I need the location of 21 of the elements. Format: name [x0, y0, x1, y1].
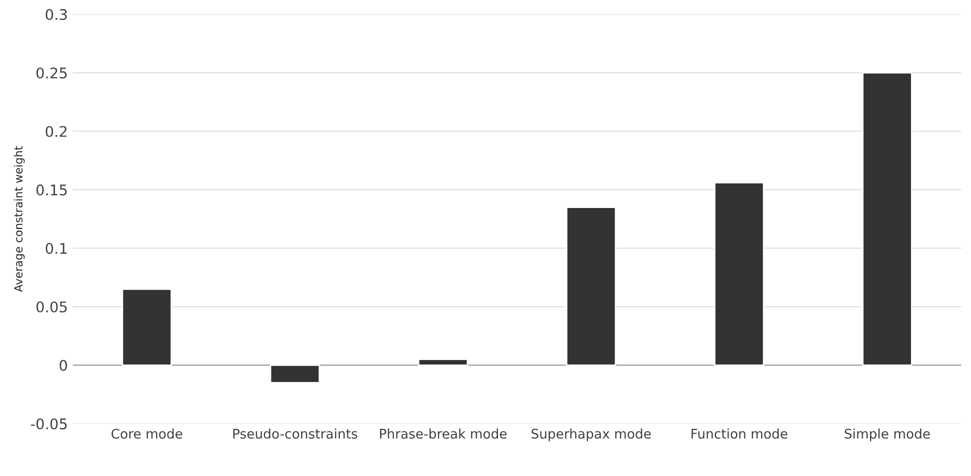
y-tick-label: 0.2 — [46, 126, 67, 137]
bar — [122, 288, 172, 366]
y-tick-label: 0.1 — [46, 242, 67, 254]
y-tick-label: 0.3 — [46, 8, 67, 20]
y-tick-label: 0.05 — [36, 301, 67, 312]
x-tick-label: Pseudo-constraints — [233, 428, 358, 439]
y-tick-label: -0.05 — [30, 418, 67, 430]
x-tick-label: Simple mode — [844, 428, 930, 442]
x-tick-label: Superhapax mode — [532, 428, 651, 442]
bar — [270, 364, 320, 384]
x-tick-label: Function mode — [692, 428, 788, 439]
bar — [566, 206, 616, 366]
y-tick-label: 0 — [60, 360, 67, 371]
bar — [418, 358, 468, 366]
y-tick-label: 0.25 — [36, 67, 67, 79]
y-tick-label: 0.15 — [36, 184, 67, 196]
bar — [714, 182, 764, 366]
bar — [862, 72, 912, 366]
x-tick-label: Core mode — [112, 428, 182, 439]
x-tick-label: Phrase-break mode — [380, 428, 507, 439]
y-axis-title: Average constraint weight — [14, 146, 25, 292]
